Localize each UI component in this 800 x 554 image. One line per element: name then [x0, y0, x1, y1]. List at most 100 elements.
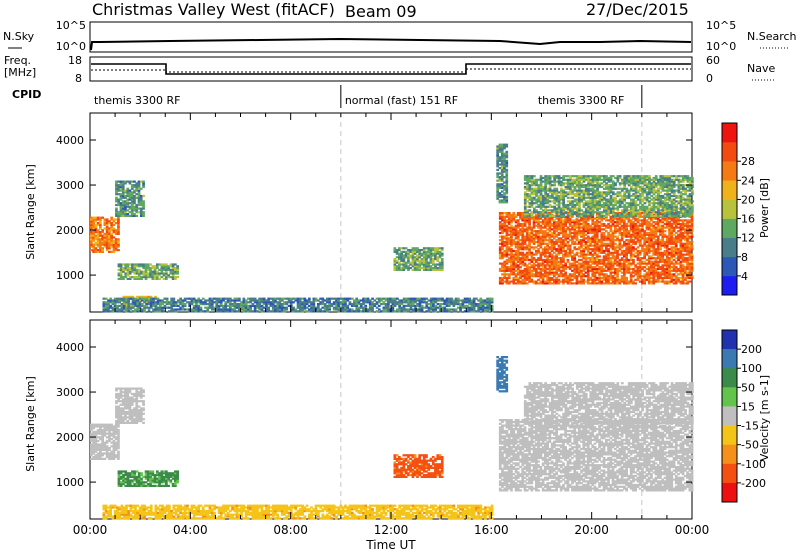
echo-cell	[156, 306, 160, 309]
echo-cell	[468, 308, 471, 311]
echo-cell	[539, 258, 543, 262]
echo-cell	[418, 249, 421, 252]
echo-cell	[557, 280, 561, 283]
echo-cell	[267, 308, 270, 311]
echo-cell	[516, 230, 520, 233]
echo-cell	[258, 304, 261, 307]
echo-cell	[503, 275, 507, 278]
echo-cell	[391, 310, 395, 313]
echo-cell	[541, 269, 545, 272]
echo-cell	[119, 207, 123, 210]
echo-cell	[226, 297, 230, 300]
echo-cell	[402, 297, 406, 300]
echo-cell	[296, 301, 300, 304]
echo-cell	[611, 251, 615, 254]
echo-cell	[432, 303, 435, 306]
echo-cell	[541, 219, 545, 222]
echo-cell	[580, 219, 583, 222]
echo-cell	[142, 270, 146, 273]
echo-cell	[330, 304, 334, 307]
echo-cell	[521, 260, 525, 263]
echo-cell	[440, 259, 444, 262]
echo-cell	[677, 262, 680, 265]
echo-cell	[535, 246, 538, 249]
echo-cell	[600, 224, 604, 227]
echo-cell	[546, 249, 549, 253]
echo-cell	[303, 301, 307, 304]
echo-cell	[119, 205, 123, 208]
echo-cell	[231, 308, 234, 311]
echo-cell	[253, 310, 257, 313]
echo-cell	[195, 308, 198, 311]
echo-cell	[555, 240, 558, 244]
echo-cell	[582, 221, 586, 224]
echo-cell	[512, 258, 516, 262]
echo-cell	[103, 245, 107, 248]
echo-cell	[627, 224, 631, 227]
echo-cell	[427, 265, 431, 268]
echo-cell	[119, 267, 123, 270]
echo-cell	[158, 263, 161, 266]
echo-cell	[535, 260, 538, 263]
echo-cell	[670, 260, 674, 263]
echo-cell	[124, 272, 128, 275]
echo-cell	[126, 265, 130, 268]
echo-cell	[528, 269, 531, 272]
echo-cell	[168, 303, 171, 306]
echo-cell	[235, 297, 239, 300]
echo-cell	[341, 304, 345, 307]
echo-cell	[99, 227, 102, 230]
echo-cell	[516, 251, 520, 254]
echo-cell	[475, 304, 478, 307]
echo-cell	[105, 243, 109, 246]
station-title: Christmas Valley West (fitACF)	[92, 0, 335, 19]
echo-cell	[564, 264, 567, 267]
echo-cell	[190, 303, 194, 306]
echo-cell	[514, 213, 518, 217]
echo-cell	[238, 304, 241, 307]
echo-cell	[573, 257, 577, 260]
echo-cell	[265, 306, 268, 309]
echo-cell	[539, 271, 543, 274]
echo-cell	[525, 230, 529, 233]
echo-cell	[149, 301, 153, 304]
echo-cell	[564, 219, 567, 222]
echo-cell	[122, 299, 126, 302]
echo-cell	[537, 231, 540, 235]
freq-tick-top: 18	[68, 54, 82, 67]
echo-cell	[165, 263, 168, 266]
echo-cell	[501, 242, 504, 245]
echo-cell	[242, 304, 246, 307]
echo-cell	[498, 269, 502, 272]
echo-cell	[539, 228, 543, 231]
echo-cell	[607, 260, 610, 263]
echo-cell	[251, 310, 255, 313]
echo-cell	[122, 308, 126, 311]
echo-cell	[514, 282, 518, 285]
echo-cell	[519, 222, 522, 226]
echo-cell	[503, 276, 507, 280]
echo-cell	[253, 301, 257, 304]
echo-cell	[402, 267, 406, 270]
echo-cell	[165, 306, 169, 309]
echo-cell	[580, 258, 583, 262]
echo-cell	[251, 297, 255, 300]
echo-cell	[107, 304, 110, 307]
echo-cell	[355, 308, 359, 311]
echo-cell	[188, 301, 191, 304]
echo-cell	[670, 222, 674, 226]
echo-cell	[498, 249, 502, 253]
echo-cell	[199, 299, 203, 302]
echo-cell	[398, 252, 401, 255]
echo-cell	[551, 200, 554, 203]
echo-cell	[116, 306, 119, 309]
echo-cell	[445, 308, 449, 311]
echo-cell	[445, 297, 449, 300]
echo-cell	[296, 303, 300, 306]
echo-cell	[510, 253, 513, 256]
echo-cell	[484, 303, 487, 306]
echo-cell	[142, 200, 145, 203]
echo-cell	[557, 228, 561, 231]
echo-cell	[238, 306, 241, 309]
echo-cell	[510, 257, 513, 260]
